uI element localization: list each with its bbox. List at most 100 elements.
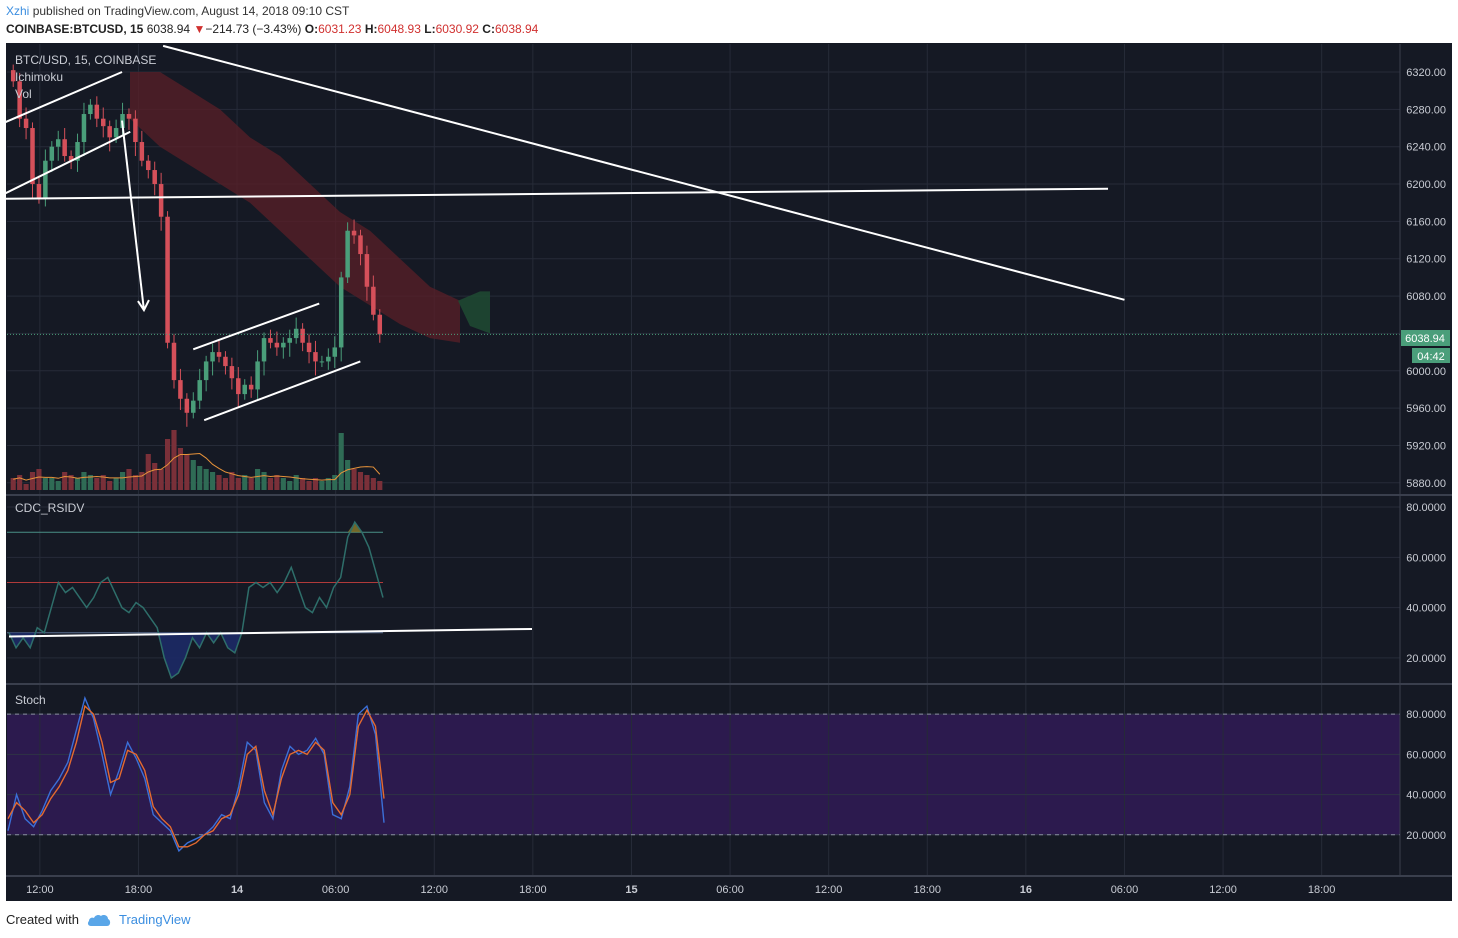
volume-bar — [62, 472, 68, 490]
volume-bar — [293, 475, 299, 490]
candle — [100, 118, 106, 127]
trendline-drawings — [0, 44, 1125, 422]
volume-bar — [319, 481, 325, 490]
trendline — [192, 302, 320, 351]
bar-countdown-badge — [1412, 348, 1450, 363]
main-pane-bg — [7, 44, 1400, 494]
price-tick-label: 6280.00 — [1406, 104, 1446, 116]
candle — [23, 118, 29, 129]
candle — [184, 398, 190, 413]
volume-ma-line — [13, 453, 381, 481]
candle — [17, 81, 22, 119]
candle — [165, 216, 170, 343]
candle — [94, 104, 100, 119]
volume-bar — [370, 478, 376, 490]
volume-bar — [55, 481, 61, 490]
main-pane-title: BTC/USD, 15, COINBASE — [15, 53, 156, 67]
trendline — [1, 130, 131, 197]
candle — [236, 378, 241, 395]
candle — [107, 126, 112, 138]
tradingview-link[interactable]: TradingView — [118, 912, 191, 927]
last-price-badge-label: 6038.94 — [1405, 333, 1445, 345]
author-link[interactable]: Xzhi — [6, 4, 30, 18]
published-text: published on TradingView.com, August 14,… — [32, 4, 350, 18]
volume-bar — [184, 454, 190, 490]
volume-bar — [68, 475, 74, 490]
time-axis: 12:00 18:00 14 06:00 12:00 18:00 15 06:00 12:00 1… — [26, 884, 1335, 896]
candle — [332, 347, 338, 357]
price-tick-label: 6080.00 — [1406, 291, 1446, 303]
candle — [152, 170, 157, 185]
candle — [146, 160, 151, 171]
stoch-pane — [7, 695, 1400, 853]
close-label: C: — [482, 22, 495, 36]
candlestick-series — [7, 64, 1400, 427]
low-value: 6030.92 — [435, 22, 479, 36]
stoch-line — [7, 704, 385, 848]
chart-canvas[interactable]: 5880.005920.005960.006000.006040.006080.… — [0, 43, 1452, 901]
volume-bar — [267, 478, 274, 490]
volume-bar — [139, 472, 145, 490]
tradingview-cloud-icon — [87, 914, 111, 926]
volume-bar — [216, 475, 222, 490]
candle — [248, 384, 254, 390]
volume-bar — [235, 478, 241, 490]
volume-bar — [345, 460, 351, 490]
candle — [274, 342, 280, 348]
candle — [62, 139, 67, 157]
volume-bar — [126, 469, 132, 490]
volume-bar — [325, 478, 331, 490]
trendline — [203, 360, 361, 422]
volume-bar — [377, 481, 383, 490]
stoch-tick-label: 40.0000 — [1406, 790, 1446, 802]
chart-area[interactable]: 5880.005920.005960.006000.006040.006080.… — [0, 43, 1452, 901]
volume-bar — [261, 472, 267, 490]
volume-bar — [17, 475, 23, 490]
volume-bar — [280, 478, 286, 490]
footer: Created with TradingView — [6, 912, 191, 927]
candle — [139, 142, 145, 161]
rsi-line — [8, 520, 384, 680]
bar-countdown-label: 04:42 — [1417, 351, 1445, 363]
volume-bar — [171, 430, 177, 490]
price-tick-label: 6120.00 — [1406, 254, 1446, 266]
candle — [351, 230, 357, 236]
down-arrow-icon: ▼ — [193, 22, 206, 36]
volume-legend[interactable]: Vol — [15, 87, 32, 101]
volume-bar — [300, 478, 306, 490]
volume-bar — [203, 469, 209, 490]
candle — [364, 254, 370, 287]
candle — [268, 338, 273, 343]
candle — [49, 146, 55, 161]
volume-bar — [229, 472, 235, 490]
candle — [210, 352, 215, 362]
ichimoku-cloud — [130, 72, 490, 343]
price-tick-label: 5960.00 — [1406, 403, 1446, 415]
candle — [287, 338, 293, 343]
ichimoku-cloud-bullish — [458, 291, 490, 334]
rsi-pane — [7, 520, 533, 680]
time-tick-label: 16 — [1020, 884, 1032, 896]
time-tick-label: 12:00 — [1209, 884, 1237, 896]
candle — [345, 230, 350, 278]
candle — [126, 114, 132, 119]
candle — [68, 156, 74, 161]
time-tick-label: 18:00 — [914, 884, 942, 896]
open-label: O: — [304, 22, 319, 36]
grid-lines — [6, 44, 1452, 877]
time-tick-label: 06:00 — [322, 884, 350, 896]
last-price: 6038.94 — [146, 22, 191, 36]
volume-bar — [132, 475, 138, 490]
price-tick-label: 5880.00 — [1406, 478, 1446, 490]
rsi-tick-label: 40.0000 — [1406, 603, 1446, 615]
candle — [191, 400, 196, 413]
price-tick-label: 6320.00 — [1406, 67, 1446, 79]
volume-bar — [338, 433, 344, 490]
ichimoku-legend[interactable]: Ichimoku — [15, 70, 63, 84]
volume-bar — [36, 469, 42, 490]
candle — [30, 128, 35, 185]
candle — [178, 380, 183, 399]
rsi-pane-title: CDC_RSIDV — [15, 501, 84, 515]
trendline — [162, 44, 1125, 301]
rsi-trendline — [8, 627, 533, 638]
